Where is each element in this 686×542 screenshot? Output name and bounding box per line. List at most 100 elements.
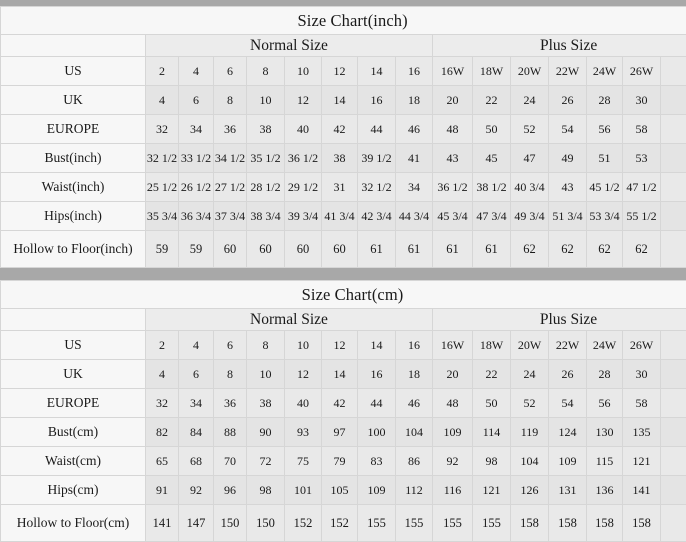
table-cell: 26 1/2: [179, 173, 214, 202]
table-cell: 14: [322, 86, 358, 115]
table-cell: [661, 476, 686, 505]
table-cell: 62: [587, 231, 623, 268]
table-cell: 41: [396, 144, 433, 173]
table-cell: [661, 360, 686, 389]
table-cell: 26W: [623, 57, 661, 86]
table-cell: 36 1/2: [433, 173, 473, 202]
table-cell: 12: [322, 331, 358, 360]
row-label: Bust(cm): [1, 418, 146, 447]
table-cell: 36: [214, 389, 247, 418]
table-cell: 158: [623, 505, 661, 542]
table-cell: 83: [358, 447, 396, 476]
table-cell: 70: [214, 447, 247, 476]
table-cell: 112: [396, 476, 433, 505]
table-cell: [661, 231, 686, 268]
table-cell: 62: [511, 231, 549, 268]
table-cell: 158: [549, 505, 587, 542]
table-cell: [661, 173, 686, 202]
table-cell: 14: [322, 360, 358, 389]
table-cell: 98: [473, 447, 511, 476]
table-cell: 32: [146, 115, 179, 144]
table-cell: [661, 389, 686, 418]
table-cell: 60: [247, 231, 285, 268]
table-cell: 36 3/4: [179, 202, 214, 231]
row-label: UK: [1, 360, 146, 389]
table-cell: 44: [358, 115, 396, 144]
table-cell: 16: [358, 86, 396, 115]
table-cell: 56: [587, 115, 623, 144]
table-cell: 53: [623, 144, 661, 173]
table-cell: 39 3/4: [285, 202, 322, 231]
table-cell: 36 1/2: [285, 144, 322, 173]
chart-title-row: Size Chart(cm): [1, 281, 686, 309]
table-cell: 88: [214, 418, 247, 447]
table-cell: 30: [623, 360, 661, 389]
table-cell: 8: [247, 57, 285, 86]
table-cell: 90: [247, 418, 285, 447]
chart-title: Size Chart(inch): [1, 7, 686, 35]
table-cell: [661, 202, 686, 231]
table-cell: 51: [587, 144, 623, 173]
table-cell: 158: [587, 505, 623, 542]
table-cell: 60: [322, 231, 358, 268]
table-cell: 86: [396, 447, 433, 476]
table-cell: 42: [322, 115, 358, 144]
table-cell: 68: [179, 447, 214, 476]
table-cell: 130: [587, 418, 623, 447]
table-cell: 109: [358, 476, 396, 505]
table-cell: 46: [396, 389, 433, 418]
table-cell: 46: [396, 115, 433, 144]
table-cell: 18: [396, 86, 433, 115]
table-cell: 12: [285, 360, 322, 389]
table-cell: [661, 331, 686, 360]
table-cell: 16W: [433, 57, 473, 86]
table-cell: 44: [358, 389, 396, 418]
table-cell: 59: [146, 231, 179, 268]
table-cell: 114: [473, 418, 511, 447]
table-cell: 45 1/2: [587, 173, 623, 202]
table-cell: 35 1/2: [247, 144, 285, 173]
table-cell: [661, 505, 686, 542]
table-cell: 101: [285, 476, 322, 505]
table-cell: 20W: [511, 331, 549, 360]
table-cell: 38: [247, 389, 285, 418]
table-cell: 48: [433, 389, 473, 418]
table-cell: 152: [285, 505, 322, 542]
table-cell: 150: [247, 505, 285, 542]
table-cell: 47 3/4: [473, 202, 511, 231]
table-cell: 29 1/2: [285, 173, 322, 202]
table-cell: 155: [433, 505, 473, 542]
row-label: EUROPE: [1, 389, 146, 418]
table-cell: 27 1/2: [214, 173, 247, 202]
group-header-spacer: [1, 35, 146, 57]
table-cell: 22: [473, 86, 511, 115]
table-cell: 24: [511, 86, 549, 115]
table-cell: 43: [433, 144, 473, 173]
table-cell: 26: [549, 86, 587, 115]
table-cell: 10: [285, 57, 322, 86]
table-cell: 93: [285, 418, 322, 447]
table-cell: 52: [511, 389, 549, 418]
table-cell: 22: [473, 360, 511, 389]
row-label: Hollow to Floor(cm): [1, 505, 146, 542]
table-cell: [661, 418, 686, 447]
row-label: EUROPE: [1, 115, 146, 144]
table-cell: 92: [179, 476, 214, 505]
table-cell: 61: [396, 231, 433, 268]
group-header-normal-size: Normal Size: [146, 35, 433, 57]
table-cell: 54: [549, 115, 587, 144]
table-cell: 104: [511, 447, 549, 476]
table-cell: [661, 86, 686, 115]
table-cell: 12: [322, 57, 358, 86]
table-cell: 60: [214, 231, 247, 268]
table-cell: 50: [473, 389, 511, 418]
table-cell: 109: [549, 447, 587, 476]
